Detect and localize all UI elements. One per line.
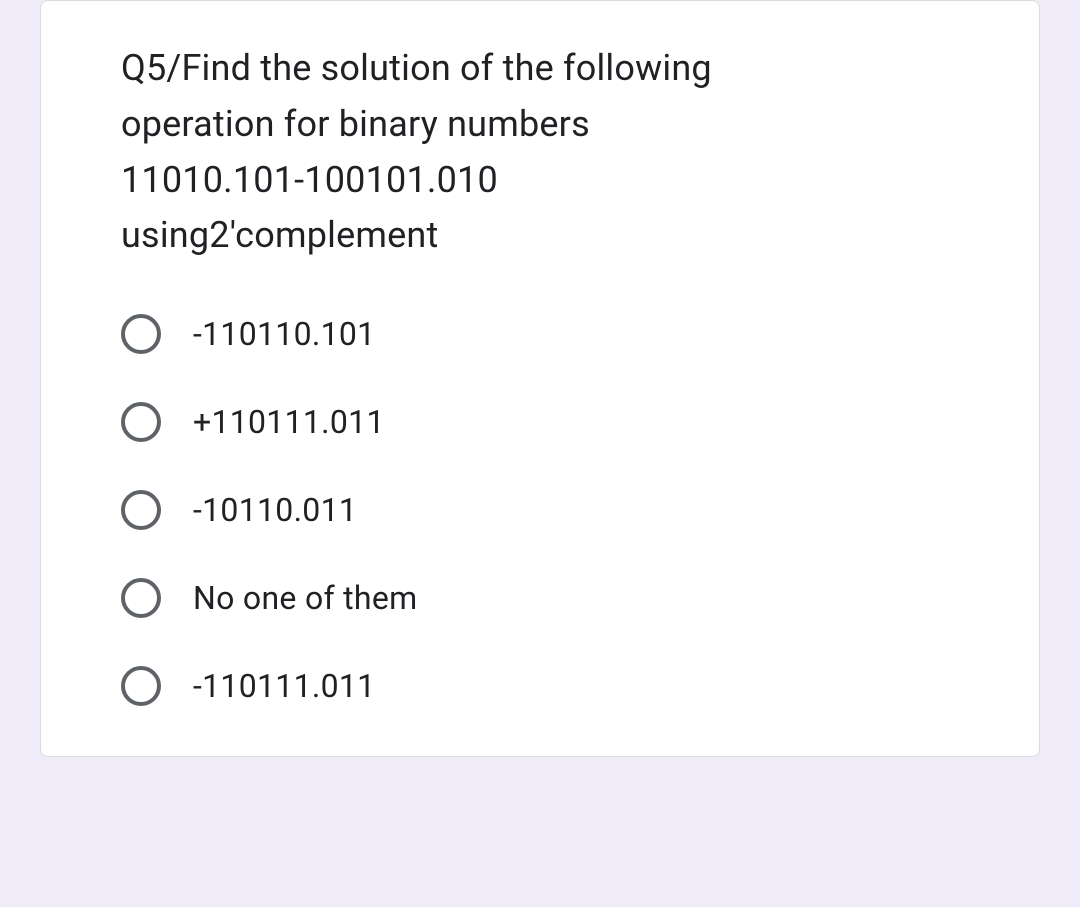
question-line-3: 11010.101-100101.010 [121, 159, 498, 201]
option-row[interactable]: -110110.101 [121, 314, 989, 354]
radio-icon[interactable] [121, 490, 161, 530]
radio-icon[interactable] [121, 402, 161, 442]
question-line-2: operation for binary numbers [121, 103, 590, 145]
option-label: No one of them [193, 579, 417, 617]
option-label: -10110.011 [193, 491, 357, 529]
option-row[interactable]: -110111.011 [121, 666, 989, 706]
option-label: -110111.011 [193, 667, 375, 705]
options-list: -110110.101 +110111.011 -10110.011 No on… [121, 314, 989, 706]
option-row[interactable]: -10110.011 [121, 490, 989, 530]
question-text: Q5/Find the solution of the following op… [121, 41, 989, 264]
option-row[interactable]: +110111.011 [121, 402, 989, 442]
option-label: -110110.101 [193, 315, 375, 353]
question-card: Q5/Find the solution of the following op… [40, 0, 1040, 757]
radio-icon[interactable] [121, 578, 161, 618]
question-line-1: Q5/Find the solution of the following [121, 47, 712, 89]
option-row[interactable]: No one of them [121, 578, 989, 618]
radio-icon[interactable] [121, 314, 161, 354]
radio-icon[interactable] [121, 666, 161, 706]
option-label: +110111.011 [193, 403, 385, 441]
question-line-4: using2'complement [121, 214, 439, 256]
